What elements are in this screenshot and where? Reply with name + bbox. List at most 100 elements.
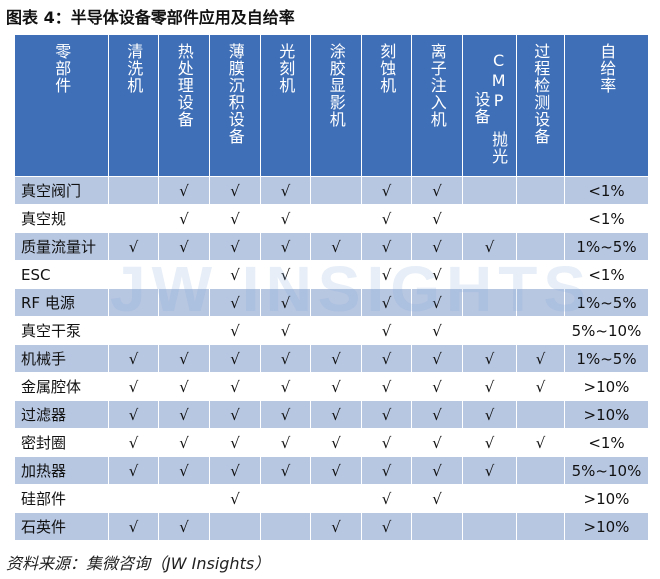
check-cell: [516, 456, 565, 485]
check-cell: [209, 512, 261, 541]
check-cell: √: [209, 204, 261, 233]
check-cell: [108, 316, 159, 345]
check-cell: √: [209, 484, 261, 513]
check-cell: √: [209, 344, 261, 373]
check-cell: [158, 288, 210, 317]
table-row: 硅部件 √ √ √ >10%: [14, 484, 649, 513]
check-cell: √: [310, 372, 362, 401]
check-cell: [260, 484, 311, 513]
check-cell: √: [158, 428, 210, 457]
check-cell: √: [361, 484, 412, 513]
check-cell: √: [108, 456, 159, 485]
check-cell: √: [108, 428, 159, 457]
table-row: 真空规 √ √ √ √ √ <1%: [14, 204, 649, 233]
check-cell: [108, 288, 159, 317]
check-cell: √: [260, 260, 311, 289]
check-cell: [310, 288, 362, 317]
component-name: RF 电源: [14, 288, 109, 317]
check-cell: √: [361, 456, 412, 485]
check-cell: √: [516, 372, 565, 401]
check-cell: √: [158, 372, 210, 401]
check-cell: √: [462, 400, 517, 429]
check-cell: √: [361, 288, 412, 317]
check-cell: √: [209, 260, 261, 289]
check-cell: √: [260, 428, 311, 457]
component-name: 质量流量计: [14, 232, 109, 261]
header-coater-developer: 涂胶显影机: [310, 34, 362, 177]
check-cell: [462, 316, 517, 345]
check-cell: √: [411, 288, 463, 317]
check-cell: [516, 204, 565, 233]
self-sufficiency-rate: >10%: [564, 400, 649, 429]
self-sufficiency-rate: 1%~5%: [564, 288, 649, 317]
check-cell: √: [411, 428, 463, 457]
table-row: 真空阀门 √ √ √ √ √ <1%: [14, 176, 649, 205]
check-cell: √: [310, 232, 362, 261]
header-etching: 刻蚀机: [361, 34, 412, 177]
self-sufficiency-rate: 1%~5%: [564, 344, 649, 373]
table-row: 真空干泵 √ √ √ √ 5%~10%: [14, 316, 649, 345]
check-cell: [310, 176, 362, 205]
check-cell: √: [108, 512, 159, 541]
check-cell: √: [361, 512, 412, 541]
check-cell: √: [260, 400, 311, 429]
check-cell: √: [209, 316, 261, 345]
table-row: 质量流量计 √ √ √ √ √ √ √ √ 1%~5%: [14, 232, 649, 261]
check-cell: √: [411, 456, 463, 485]
check-cell: √: [310, 456, 362, 485]
check-cell: [108, 176, 159, 205]
table-row: RF 电源 √ √ √ √ 1%~5%: [14, 288, 649, 317]
self-sufficiency-rate: 1%~5%: [564, 232, 649, 261]
header-lithography: 光刻机: [260, 34, 311, 177]
self-sufficiency-rate: >10%: [564, 484, 649, 513]
check-cell: √: [462, 232, 517, 261]
component-name: 加热器: [14, 456, 109, 485]
check-cell: √: [158, 400, 210, 429]
check-cell: √: [411, 372, 463, 401]
header-cmp: CMP 抛光设备: [462, 34, 517, 177]
check-cell: √: [209, 288, 261, 317]
self-sufficiency-rate: <1%: [564, 204, 649, 233]
check-cell: √: [158, 512, 210, 541]
check-cell: √: [158, 456, 210, 485]
check-cell: √: [462, 456, 517, 485]
check-cell: √: [361, 428, 412, 457]
table-row: 过滤器 √ √ √ √ √ √ √ √ >10%: [14, 400, 649, 429]
check-cell: √: [462, 428, 517, 457]
header-cleaning: 清洗机: [108, 34, 159, 177]
check-cell: √: [516, 428, 565, 457]
check-cell: √: [310, 400, 362, 429]
check-cell: √: [209, 176, 261, 205]
check-cell: [158, 484, 210, 513]
check-cell: √: [209, 456, 261, 485]
self-sufficiency-rate: >10%: [564, 512, 649, 541]
check-cell: √: [260, 176, 311, 205]
check-cell: [108, 260, 159, 289]
component-name: 真空干泵: [14, 316, 109, 345]
check-cell: √: [310, 344, 362, 373]
check-cell: √: [411, 232, 463, 261]
component-name: 机械手: [14, 344, 109, 373]
check-cell: √: [260, 316, 311, 345]
component-name: 密封圈: [14, 428, 109, 457]
check-cell: √: [411, 484, 463, 513]
header-self-sufficiency: 自给率: [564, 34, 649, 177]
check-cell: [462, 484, 517, 513]
check-cell: √: [260, 372, 311, 401]
check-cell: √: [158, 204, 210, 233]
component-name: 真空阀门: [14, 176, 109, 205]
check-cell: [108, 204, 159, 233]
check-cell: √: [260, 232, 311, 261]
check-cell: [310, 204, 362, 233]
check-cell: [462, 288, 517, 317]
check-cell: [260, 512, 311, 541]
table-row: 金属腔体 √ √ √ √ √ √ √ √ √ >10%: [14, 372, 649, 401]
check-cell: √: [411, 344, 463, 373]
check-cell: √: [411, 400, 463, 429]
check-cell: [108, 484, 159, 513]
check-cell: √: [462, 344, 517, 373]
table-row: 机械手 √ √ √ √ √ √ √ √ √ 1%~5%: [14, 344, 649, 373]
check-cell: √: [260, 288, 311, 317]
components-table-container: 零部件 清洗机 热处理设备 薄膜沉积设备 光刻机 涂胶显影机 刻蚀机 离子注入机…: [14, 34, 649, 541]
check-cell: √: [158, 176, 210, 205]
